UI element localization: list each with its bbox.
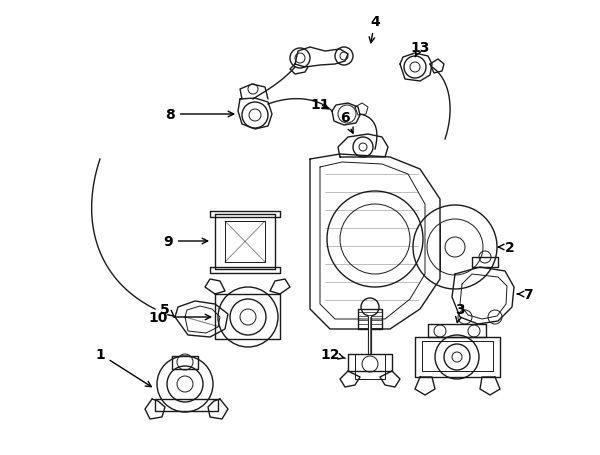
Text: 5: 5 (160, 302, 175, 317)
Text: 4: 4 (369, 15, 380, 44)
Text: 10: 10 (148, 310, 211, 324)
Text: 9: 9 (163, 234, 208, 248)
Text: 8: 8 (165, 108, 233, 122)
Text: 12: 12 (320, 347, 345, 361)
Text: 6: 6 (340, 111, 353, 134)
Text: 2: 2 (499, 241, 515, 254)
Text: 3: 3 (455, 302, 465, 323)
Text: 11: 11 (310, 98, 330, 112)
Text: 7: 7 (518, 288, 533, 301)
Text: 1: 1 (95, 347, 151, 387)
Text: 13: 13 (410, 41, 430, 58)
